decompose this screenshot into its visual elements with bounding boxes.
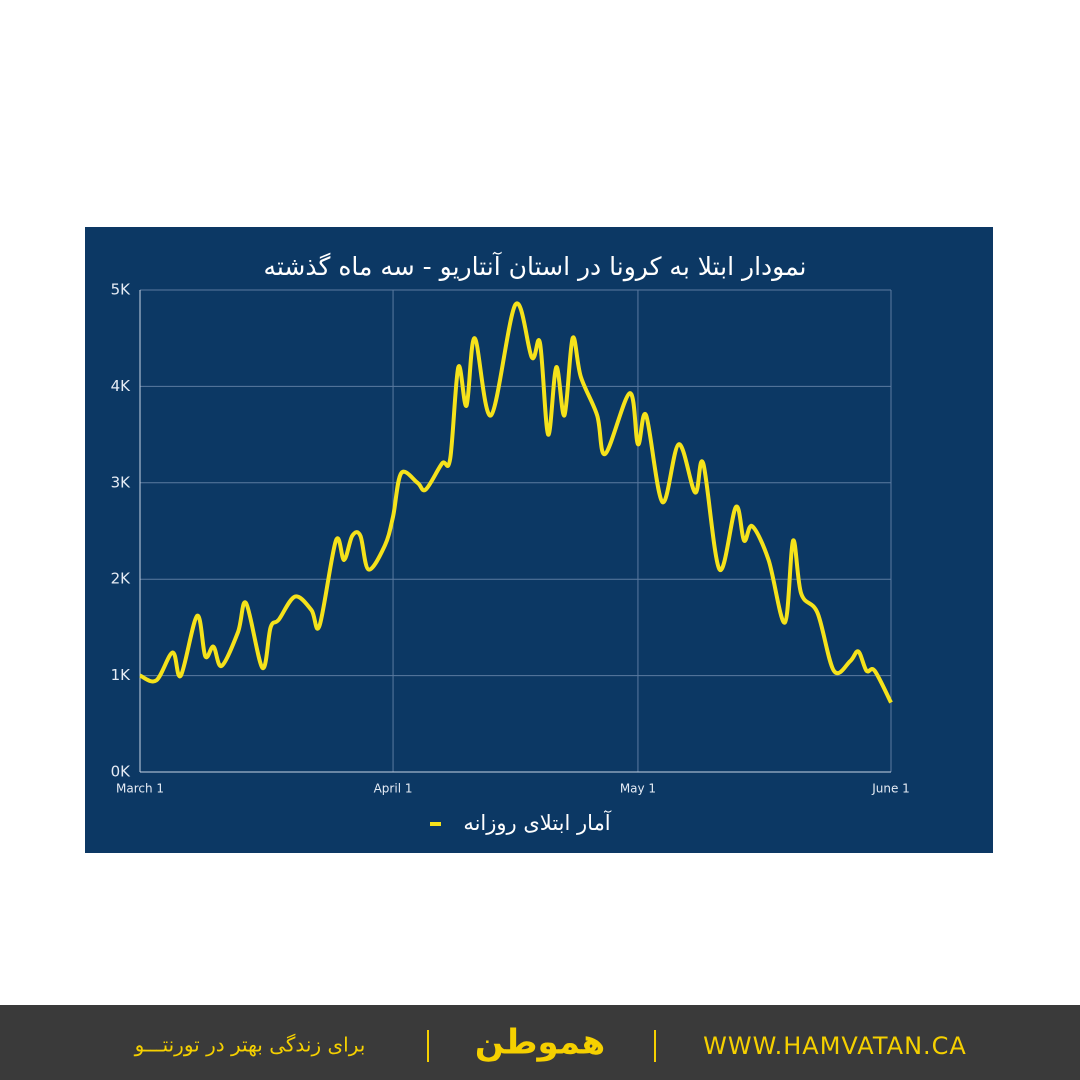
y-tick-label: 1K (111, 666, 132, 684)
data-line (139, 301, 893, 704)
x-tick-label: April 1 (374, 782, 413, 796)
footer-slogan: برای زندگی بهتر در تورنتـــو (134, 1033, 366, 1057)
x-tick-label: March 1 (116, 782, 164, 796)
footer-bar (0, 1005, 1080, 1080)
y-tick-label: 4K (111, 377, 132, 395)
y-tick-label: 5K (111, 281, 132, 299)
chart-panel (85, 227, 993, 853)
x-tick-label: June 1 (871, 782, 910, 796)
chart-title: نمودار ابتلا به کرونا در استان آنتاریو -… (263, 251, 806, 282)
y-tick-label: 2K (111, 570, 132, 588)
footer-logo: هموطن (475, 1023, 605, 1063)
y-tick-label: 0K (111, 763, 132, 781)
footer-url: WWW.HAMVATAN.CA (703, 1032, 967, 1060)
y-tick-label: 3K (111, 473, 132, 491)
legend-label: آمار ابتلای روزانه (463, 810, 611, 835)
x-tick-label: May 1 (620, 782, 656, 796)
